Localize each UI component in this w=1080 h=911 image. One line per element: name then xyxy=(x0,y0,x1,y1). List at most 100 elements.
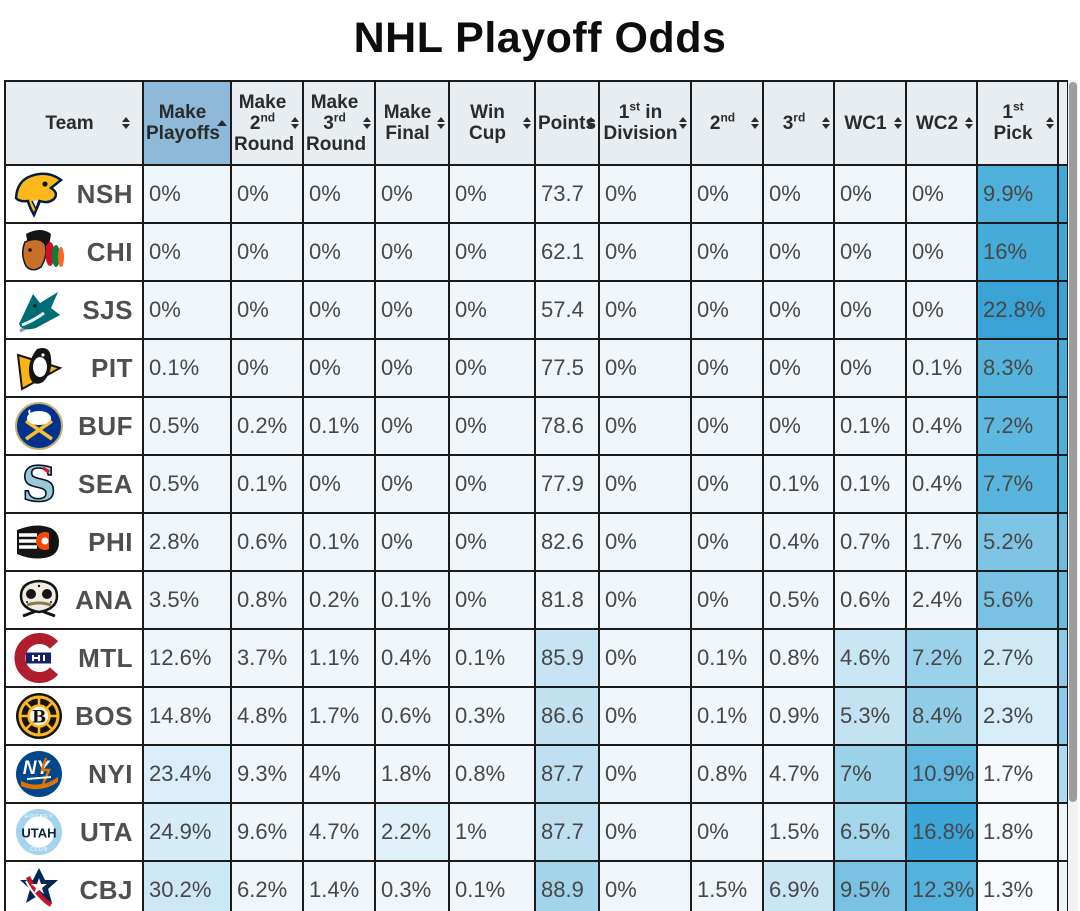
table-cell: 4.8% xyxy=(230,686,304,746)
cutoff-column-cell xyxy=(1057,512,1068,572)
table-cell: 0% xyxy=(690,454,764,514)
column-label: Make Playoffs xyxy=(146,102,220,144)
table-cell: 77.5 xyxy=(534,338,600,398)
sjs-logo xyxy=(13,284,65,336)
table-cell: 7% xyxy=(833,744,907,804)
table-cell: 1.8% xyxy=(374,744,450,804)
table-cell: 0% xyxy=(302,454,376,514)
uta-logo: UTAH HOCKEY CLUB xyxy=(13,806,65,858)
table-cell: 3.5% xyxy=(142,570,232,630)
table-cell: 0.6% xyxy=(230,512,304,572)
column-header-win-cup[interactable]: Win Cup xyxy=(448,80,536,166)
team-cell: UTAH HOCKEY CLUB UTA xyxy=(4,802,144,862)
column-header-3rd[interactable]: 3rd xyxy=(762,80,835,166)
table-cell: 0% xyxy=(690,570,764,630)
table-cell: 6.2% xyxy=(230,860,304,911)
table-cell: 81.8 xyxy=(534,570,600,630)
cutoff-column-cell xyxy=(1057,686,1068,746)
table-row: PIT 0.1% 0% 0% 0% 0% 77.5 0% 0% 0% 0% 0.1% 8.3% xyxy=(4,338,1068,398)
table-row: B BOS 14.8% 4.8% 1.7% 0.6% 0.3% 86.6 0% 0.1% 0.9% 5… xyxy=(4,686,1068,746)
table-cell: 5.6% xyxy=(976,570,1059,630)
table-cell: 30.2% xyxy=(142,860,232,911)
table-cell: 0.1% xyxy=(833,454,907,514)
table-cell: 0% xyxy=(762,280,835,340)
svg-text:S: S xyxy=(22,458,57,510)
table-cell: 0% xyxy=(598,860,692,911)
table-cell: 0% xyxy=(448,512,536,572)
table-cell: 0% xyxy=(598,396,692,456)
table-cell: 0.1% xyxy=(690,686,764,746)
table-cell: 0.9% xyxy=(762,686,835,746)
table-cell: 0% xyxy=(690,396,764,456)
table-row: PHI 2.8% 0.6% 0.1% 0% 0% 82.6 0% 0% 0.4% 0.7% 1.7% 5… xyxy=(4,512,1068,572)
table-cell: 9.9% xyxy=(976,164,1059,224)
team-abbreviation: SJS xyxy=(82,294,133,325)
table-cell: 0% xyxy=(374,396,450,456)
ana-logo xyxy=(13,574,65,626)
odds-table: Team Make Playoffs Make 2nd Round Make 3rd Round… xyxy=(4,80,1068,911)
table-cell: 0.1% xyxy=(302,512,376,572)
column-header-1st-pick[interactable]: 1st Pick xyxy=(976,80,1059,166)
table-cell: 0% xyxy=(302,222,376,282)
svg-text:UTAH: UTAH xyxy=(21,826,56,841)
column-label: Make Final xyxy=(383,102,432,144)
table-cell: 0% xyxy=(598,570,692,630)
table-cell: 0% xyxy=(690,280,764,340)
team-abbreviation: CBJ xyxy=(79,874,133,905)
team-cell: MTL xyxy=(4,628,144,688)
column-header-team[interactable]: Team xyxy=(4,80,144,166)
table-cell: 0% xyxy=(598,338,692,398)
team-cell: CHI xyxy=(4,222,144,282)
column-header-make-3rd-round[interactable]: Make 3rd Round xyxy=(302,80,376,166)
column-header-2nd[interactable]: 2nd xyxy=(690,80,764,166)
table-cell: 73.7 xyxy=(534,164,600,224)
team-cell: B BOS xyxy=(4,686,144,746)
sort-icon xyxy=(965,117,973,129)
table-cell: 0.5% xyxy=(142,396,232,456)
table-cell: 2.2% xyxy=(374,802,450,862)
table-cell: 1.1% xyxy=(302,628,376,688)
column-label: Make 3rd Round xyxy=(306,91,367,155)
table-cell: 62.1 xyxy=(534,222,600,282)
column-header-points[interactable]: Points xyxy=(534,80,600,166)
table-row: MTL 12.6% 3.7% 1.1% 0.4% 0.1% 85.9 0% 0.1% 0.8% 4.… xyxy=(4,628,1068,688)
table-cell: 1.7% xyxy=(976,744,1059,804)
column-header-wc2[interactable]: WC2 xyxy=(905,80,978,166)
table-cell: 0.8% xyxy=(762,628,835,688)
table-cell: 0.1% xyxy=(302,396,376,456)
column-header-make-2nd-round[interactable]: Make 2nd Round xyxy=(230,80,304,166)
table-cell: 5.2% xyxy=(976,512,1059,572)
column-label: 1st in Division xyxy=(603,99,678,144)
table-cell: 0% xyxy=(302,164,376,224)
table-cell: 0% xyxy=(374,164,450,224)
column-header-make-playoffs[interactable]: Make Playoffs xyxy=(142,80,232,166)
table-cell: 0% xyxy=(142,164,232,224)
column-label: 1st Pick xyxy=(993,99,1033,144)
table-cell: 1.5% xyxy=(762,802,835,862)
table-cell: 0% xyxy=(230,338,304,398)
table-cell: 2.8% xyxy=(142,512,232,572)
table-cell: 16% xyxy=(976,222,1059,282)
column-label: WC1 xyxy=(844,112,887,134)
table-cell: 0% xyxy=(374,222,450,282)
table-cell: 0% xyxy=(448,454,536,514)
column-header-wc1[interactable]: WC1 xyxy=(833,80,907,166)
table-row: ANA 3.5% 0.8% 0.2% 0.1% 0% 81.8 0% 0% 0.5% 0.6% 2.4… xyxy=(4,570,1068,630)
table-cell: 0% xyxy=(374,338,450,398)
vertical-scrollbar[interactable] xyxy=(1068,80,1078,911)
table-cell: 0% xyxy=(230,164,304,224)
table-cell: 0.1% xyxy=(142,338,232,398)
table-row: CBJ 30.2% 6.2% 1.4% 0.3% 0.1% 88.9 0% 1.5% 6.9% 9.… xyxy=(4,860,1068,911)
team-abbreviation: PIT xyxy=(91,352,133,383)
team-abbreviation: MTL xyxy=(78,642,133,673)
column-header-make-final[interactable]: Make Final xyxy=(374,80,450,166)
cutoff-column-cell xyxy=(1057,454,1068,514)
scrollbar-thumb[interactable] xyxy=(1069,82,1077,802)
page-title: NHL Playoff Odds xyxy=(353,14,727,62)
sort-icon xyxy=(587,117,595,129)
column-label: Points xyxy=(538,112,597,134)
column-header-1st-in-division[interactable]: 1st in Division xyxy=(598,80,692,166)
table-cell: 4% xyxy=(302,744,376,804)
table-cell: 0% xyxy=(448,222,536,282)
table-cell: 23.4% xyxy=(142,744,232,804)
